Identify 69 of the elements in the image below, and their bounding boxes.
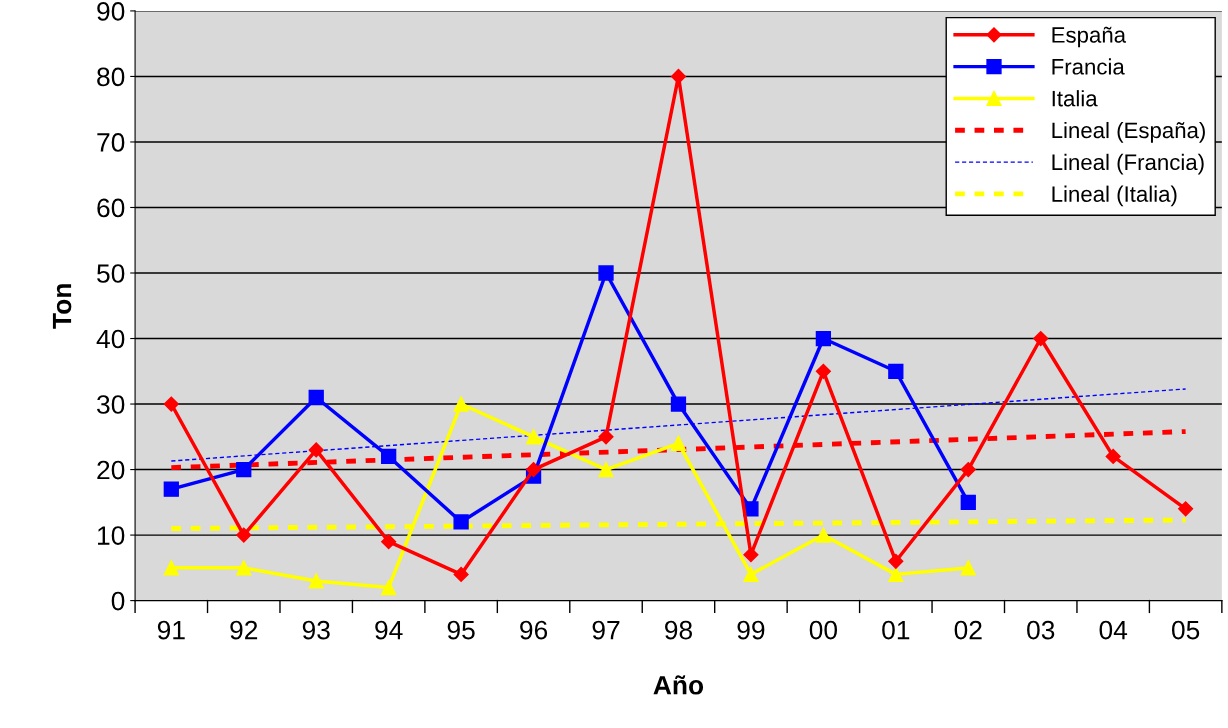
point	[888, 363, 904, 379]
y-tick-label: 90	[97, 2, 125, 21]
legend-label: Lineal (Francia)	[1052, 153, 1204, 175]
y-tick-label: 50	[97, 264, 125, 283]
y-tick-label: 70	[97, 133, 125, 152]
point	[308, 573, 324, 589]
x-tick-label: 92	[230, 620, 258, 640]
y-tick-label: 60	[97, 198, 125, 218]
point	[163, 481, 179, 497]
point	[598, 429, 614, 445]
x-tick-label: 01	[882, 620, 910, 640]
y-tick-label: 40	[96, 329, 125, 349]
point	[236, 560, 252, 576]
point	[815, 363, 831, 379]
y-axis-title: Ton	[52, 284, 72, 329]
y-tick-label: 0	[111, 591, 125, 611]
point	[308, 389, 324, 406]
x-tick-label: 94	[375, 620, 403, 640]
legend-label: Francia	[1052, 58, 1125, 75]
x-tick-label: 04	[1099, 620, 1128, 640]
x-tick-label: 93	[302, 620, 330, 640]
legend-label: España	[1052, 26, 1127, 48]
point	[381, 579, 397, 596]
point	[1105, 448, 1121, 465]
point	[163, 396, 179, 412]
point	[236, 461, 252, 478]
point	[815, 330, 832, 347]
point	[598, 461, 614, 478]
point	[743, 547, 759, 563]
x-tick-label: 91	[157, 620, 185, 640]
point	[381, 448, 397, 465]
point	[381, 534, 397, 550]
point	[888, 553, 904, 569]
point	[453, 514, 469, 530]
point	[670, 435, 687, 451]
point	[960, 461, 976, 478]
point	[670, 396, 687, 412]
x-tick-label: 03	[1027, 620, 1055, 640]
y-tick-label: 80	[97, 67, 125, 87]
x-tick-label: 98	[665, 620, 692, 640]
point	[236, 527, 252, 543]
point	[598, 265, 614, 281]
y-tick-label: 20	[97, 460, 125, 480]
x-tick-label: 02	[954, 620, 982, 640]
point	[308, 442, 324, 458]
legend-label: Italia	[1052, 90, 1098, 107]
x-tick-label: 05	[1171, 620, 1200, 640]
point	[453, 566, 469, 582]
point	[453, 396, 469, 412]
x-tick-label: 95	[447, 620, 475, 640]
point	[960, 494, 976, 510]
point	[1178, 501, 1194, 517]
x-tick-label: 00	[809, 620, 838, 640]
point	[525, 461, 542, 478]
x-axis-title: Año	[653, 675, 704, 695]
point	[888, 566, 904, 583]
point	[1033, 330, 1049, 347]
legend-label: Lineal (Italia)	[1052, 185, 1177, 207]
x-tick-label: 99	[737, 620, 765, 640]
point	[815, 527, 832, 543]
x-tick-label: 97	[592, 620, 620, 640]
y-tick-label: 30	[97, 395, 125, 414]
point	[960, 560, 976, 576]
legend-label: Lineal (España)	[1052, 121, 1205, 143]
point	[163, 560, 179, 576]
point	[525, 429, 542, 445]
x-tick-label: 96	[520, 620, 548, 640]
point	[743, 566, 759, 583]
y-tick-label: 10	[98, 526, 125, 545]
